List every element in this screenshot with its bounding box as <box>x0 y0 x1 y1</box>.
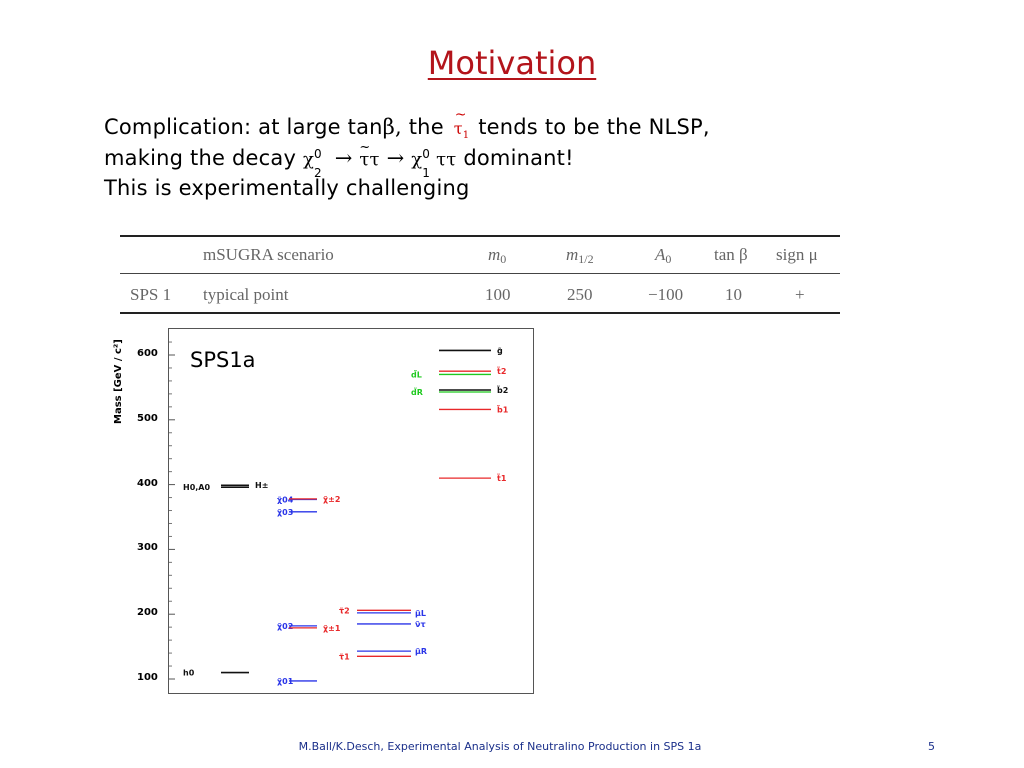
mass-spectrum-plot: g̃ t̃2 d̃L b̃2 d̃R b̃1 t̃1 H0,A0 H± χ̃04 χ̃±2 χ̃03 τ… <box>168 328 534 694</box>
stau-symbol: ~ τ1 <box>453 107 470 152</box>
header-symbol: m <box>488 245 501 264</box>
cell-m0: 100 <box>485 285 511 304</box>
mass-level-label: μ̃R <box>415 646 427 656</box>
y-tick-label: 300 <box>137 542 158 554</box>
arrow-symbol: → <box>327 145 360 170</box>
chi-superscript: 0 <box>422 146 431 161</box>
y-tick-label: 400 <box>137 477 158 489</box>
mass-level-label: d̃L <box>411 369 422 379</box>
plot-label: SPS1a <box>190 348 256 372</box>
header-signmu: sign μ <box>776 245 818 264</box>
chi-subscript: 2 <box>313 165 322 180</box>
header-subscript: 0 <box>500 252 507 266</box>
text-segment: dominant! <box>456 145 574 170</box>
y-tick-label: 200 <box>137 607 158 619</box>
header-subscript: 0 <box>665 252 672 266</box>
cell-tanbeta: 10 <box>725 285 742 304</box>
cell-m12: 250 <box>567 285 593 304</box>
y-tick-label: 100 <box>137 672 158 683</box>
chi-letter: χ <box>302 148 315 170</box>
mass-level-label: τ̃2 <box>339 605 350 615</box>
mass-level-label: χ̃±2 <box>323 494 340 504</box>
tau-letter: τ <box>453 119 463 138</box>
chi-superscript: 0 <box>313 146 322 161</box>
spectrum-svg: g̃ t̃2 d̃L b̃2 d̃R b̃1 t̃1 H0,A0 H± χ̃04 χ̃±2 χ̃03 τ… <box>169 341 509 686</box>
text-segment: the <box>401 115 451 139</box>
body-text: Complication: at large tanβ, the ~ τ1 ten… <box>104 107 710 204</box>
tilde-tau-pair: ~ ττ <box>359 140 380 170</box>
mass-level-label: χ̃02 <box>277 621 293 631</box>
mass-level-label: χ̃01 <box>277 676 294 686</box>
mass-level-label: ν̃τ <box>415 619 426 629</box>
header-subscript: 1/2 <box>578 252 594 266</box>
text-segment: making the decay <box>104 145 303 170</box>
header-m0: m0 <box>488 245 506 267</box>
mass-level-label: χ̃±1 <box>323 623 341 633</box>
chi-letter: χ <box>411 148 423 170</box>
y-axis-label-text: Mass [GeV / c²] <box>113 339 124 424</box>
table-rule-bottom <box>120 312 840 314</box>
mass-level-label: χ̃04 <box>277 495 294 505</box>
mass-level-label: d̃R <box>411 387 423 397</box>
table-rule-mid <box>120 273 840 274</box>
text-line-3: This is experimentally challenging <box>104 176 470 200</box>
cell-scenario-desc: typical point <box>203 285 289 304</box>
header-symbol: A <box>655 245 666 264</box>
mass-level-label: μ̃L <box>415 608 426 618</box>
beta-symbol: β, <box>382 115 402 139</box>
stau-subscript: 1 <box>462 130 470 142</box>
header-m12: m1/2 <box>566 245 594 267</box>
cell-signmu: + <box>795 285 805 304</box>
mass-level-label: H0,A0 <box>183 483 210 492</box>
y-tick-label: 500 <box>137 412 158 424</box>
mass-level-label: χ̃03 <box>277 507 293 517</box>
table-rule-top <box>120 235 840 237</box>
mass-level-label: g̃ <box>497 345 503 355</box>
header-a0: A0 <box>655 245 671 267</box>
chi-subscript: 1 <box>422 165 431 180</box>
y-tick-label: 600 <box>137 348 158 359</box>
header-tanbeta: tan β <box>714 245 748 264</box>
mass-level-label: b̃1 <box>496 404 508 414</box>
text-line-1: Complication: at large tanβ, the ~ τ1 ten… <box>104 107 710 143</box>
tilde-mark: ~ <box>359 139 371 155</box>
header-symbol: m <box>566 245 579 264</box>
tau-pair: ττ <box>436 148 457 170</box>
mass-level-label: b̃2 <box>496 385 508 395</box>
cell-a0: −100 <box>648 285 684 304</box>
slide-title: Motivation <box>427 44 597 82</box>
text-segment: Complication: at large tan <box>104 115 383 139</box>
mass-level-label: τ̃1 <box>339 651 350 661</box>
mass-level-label: t̃1 <box>497 473 507 483</box>
text-segment: tends to be the NLSP, <box>471 115 710 139</box>
tilde-mark: ~ <box>454 107 467 123</box>
page-number: 5 <box>928 740 935 753</box>
header-scenario: mSUGRA scenario <box>203 245 334 264</box>
cell-scenario-name: SPS 1 <box>130 285 172 304</box>
slide-footer: M.Ball/K.Desch, Experimental Analysis of… <box>298 740 702 753</box>
mass-level-label: H± <box>255 481 268 490</box>
arrow-symbol: → <box>379 145 412 170</box>
mass-level-label: t̃2 <box>497 366 507 376</box>
tau-pair: ττ <box>359 148 380 170</box>
mass-level-label: h0 <box>183 669 195 678</box>
